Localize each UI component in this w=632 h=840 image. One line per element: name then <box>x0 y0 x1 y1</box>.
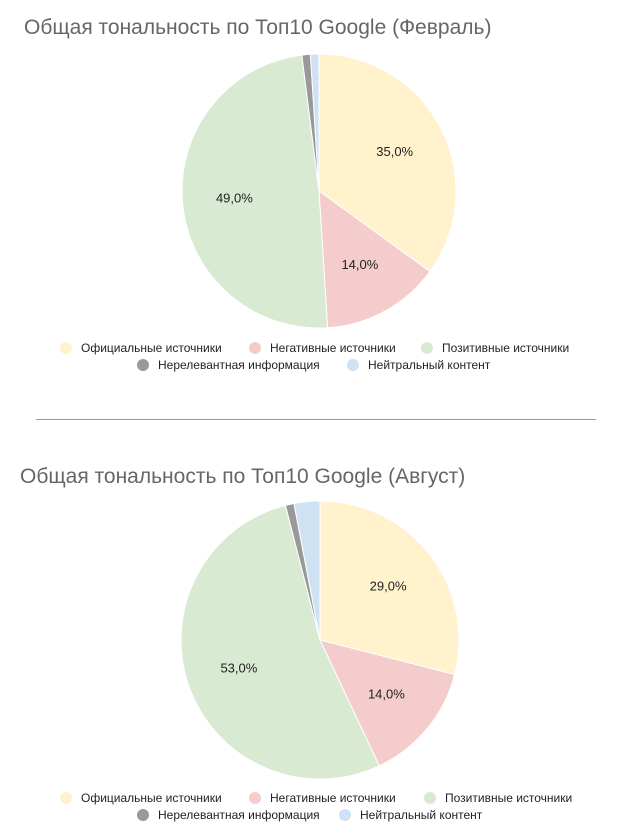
slice-label-positive: 53,0% <box>220 661 257 676</box>
legend-label: Нерелевантная информация <box>158 358 320 372</box>
legend-label: Нерелевантная информация <box>158 808 320 822</box>
pie-slice-official[interactable] <box>318 53 457 273</box>
section-divider <box>36 419 596 420</box>
legend-dot-neutral <box>347 359 359 371</box>
chart-title: Общая тональность по Топ10 Google (Авгус… <box>20 465 466 488</box>
legend-dot-official <box>60 792 72 804</box>
legend-item-positive[interactable]: Позитивные источники <box>424 791 572 805</box>
slice-label-official: 29,0% <box>370 579 407 594</box>
pie-slice-negative[interactable] <box>319 639 456 767</box>
legend-item-negative[interactable]: Негативные источники <box>249 791 396 805</box>
pie-slice-positive[interactable] <box>181 54 329 329</box>
pie-slice-neutral[interactable] <box>309 53 320 192</box>
legend-item-irrelevant[interactable]: Нерелевантная информация <box>137 358 320 372</box>
pie-chart-february: Общая тональность по Топ10 Google (Февра… <box>0 0 632 400</box>
legend-label: Позитивные источники <box>445 791 573 805</box>
legend-dot-positive <box>421 342 433 354</box>
legend-label: Официальные источники <box>81 791 222 805</box>
pie-chart-august: Общая тональность по Топ10 Google (Авгус… <box>0 450 632 840</box>
pie-svg: 35,0% 14,0% 49,0% <box>181 53 457 329</box>
pie-slice-official[interactable] <box>319 500 460 676</box>
legend-dot-positive <box>424 792 436 804</box>
legend-item-irrelevant[interactable]: Нерелевантная информация <box>137 808 320 822</box>
legend-item-neutral[interactable]: Нейтральный контент <box>339 808 482 822</box>
legend-label: Нейтральный контент <box>360 808 483 822</box>
legend-item-official[interactable]: Официальные источники <box>60 791 222 805</box>
pie-slice-positive[interactable] <box>180 504 380 780</box>
pie-svg: 29,0% 14,0% 53,0% <box>180 500 460 780</box>
legend-dot-negative <box>249 792 261 804</box>
legend-dot-neutral <box>339 809 351 821</box>
legend-dot-irrelevant <box>137 809 149 821</box>
legend-item-neutral[interactable]: Нейтральный контент <box>347 358 490 372</box>
slice-label-positive: 49,0% <box>216 190 253 205</box>
slice-label-negative: 14,0% <box>368 686 405 701</box>
legend-item-official[interactable]: Официальные источники <box>60 341 222 355</box>
legend-dot-official <box>60 342 72 354</box>
legend-label: Официальные источники <box>81 341 222 355</box>
slice-label-official: 35,0% <box>376 144 413 159</box>
legend-label: Негативные источники <box>270 341 396 355</box>
legend-label: Нейтральный контент <box>368 358 491 372</box>
chart-title: Общая тональность по Топ10 Google (Февра… <box>24 16 492 39</box>
legend-dot-irrelevant <box>137 359 149 371</box>
legend-item-negative[interactable]: Негативные источники <box>249 341 396 355</box>
pie-slice-negative[interactable] <box>318 189 431 329</box>
slice-label-negative: 14,0% <box>341 257 378 272</box>
legend-item-positive[interactable]: Позитивные источники <box>421 341 569 355</box>
legend-dot-negative <box>249 342 261 354</box>
legend-label: Позитивные источники <box>442 341 570 355</box>
pie-slice-neutral[interactable] <box>293 500 321 641</box>
legend-label: Негативные источники <box>270 791 396 805</box>
